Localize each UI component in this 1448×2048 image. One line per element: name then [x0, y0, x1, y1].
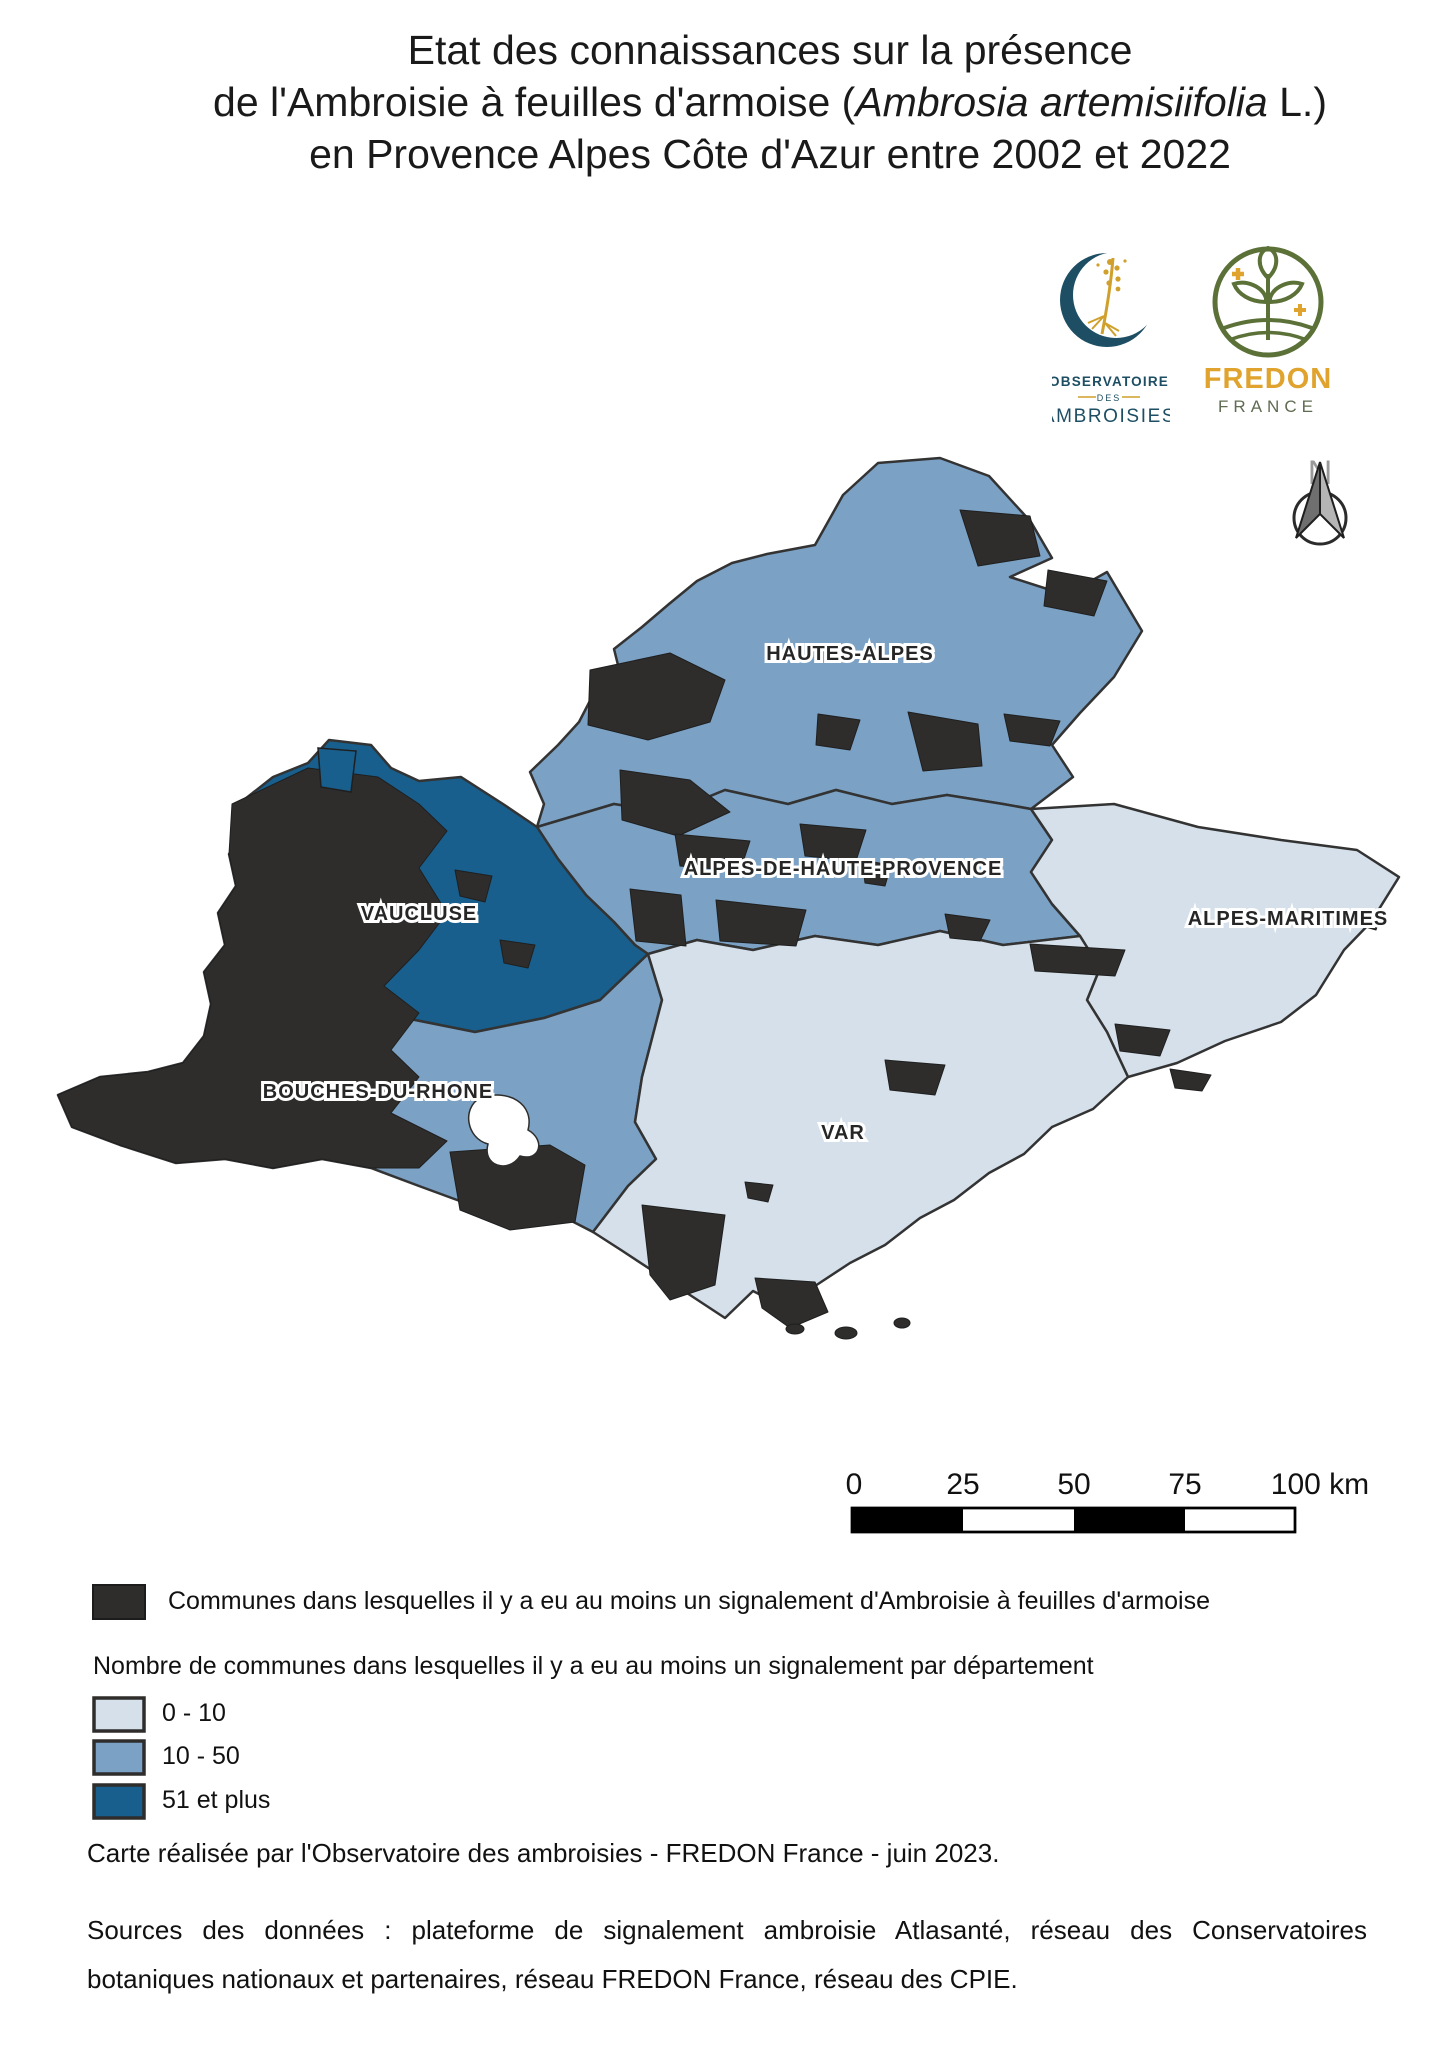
latin-name: Ambrosia artemisiifolia: [855, 79, 1268, 125]
observatoire-text-line3: AMBROISIES: [1052, 406, 1170, 427]
sources-line-1: Sources des données : plateforme de sign…: [87, 1915, 1367, 1945]
scale-tick-25: 25: [946, 1468, 979, 1501]
legend-label-0-10: 0 - 10: [162, 1699, 226, 1727]
legend-swatch-51-plus: [92, 1783, 146, 1820]
scale-tick-100km: 100 km: [1271, 1468, 1369, 1501]
title-line-1: Etat des connaissances sur la présence: [407, 27, 1133, 73]
label-alpes-de-haute-provence: ALPES-DE-HAUTE-PROVENCE: [684, 858, 1003, 880]
sources-paragraph: Sources des données : plateforme de sign…: [87, 1906, 1367, 2004]
department-alpes-maritimes: [1029, 802, 1401, 1079]
credits-line: Carte réalisée par l'Observatoire des am…: [87, 1838, 1000, 1868]
fredon-text-line1: FREDON: [1204, 363, 1332, 395]
legend-label-10-50: 10 - 50: [162, 1742, 240, 1770]
scale-tick-0: 0: [846, 1468, 863, 1501]
label-alpes-maritimes: ALPES-MARITIMES: [1188, 908, 1389, 930]
fredon-text-line2: FRANCE: [1218, 397, 1318, 416]
etang-de-berre: [467, 1094, 540, 1167]
scale-tick-50: 50: [1057, 1468, 1090, 1501]
observatoire-ambroisies-logo: OBSERVATOIRE DES AMBROISIES: [1052, 252, 1170, 427]
fredon-plant-icon: [1212, 245, 1324, 358]
paca-region-map: HAUTES-ALPES ALPES-DE-HAUTE-PROVENCE ALP…: [56, 454, 1401, 1340]
sources-line-2: botaniques nationaux et partenaires, rés…: [87, 1964, 1018, 1994]
legend-heading: Nombre de communes dans lesquelles il y …: [93, 1652, 1094, 1680]
scale-bar: 0 25 50 75 100 km: [846, 1468, 1369, 1534]
scale-tick-75: 75: [1168, 1468, 1201, 1501]
label-var: VAR: [821, 1122, 865, 1144]
legend-swatch-communes: [92, 1584, 146, 1620]
observatoire-text-line2: DES: [1097, 393, 1122, 403]
north-arrow-icon: N: [1292, 454, 1348, 546]
title-line-2: de l'Ambroisie à feuilles d'armoise (Amb…: [213, 79, 1327, 125]
label-bouches-du-rhone: BOUCHES-DU-RHONE: [263, 1081, 493, 1103]
vaucluse-enclave: [317, 747, 357, 793]
page-title: Etat des connaissances sur la présence d…: [92, 24, 1448, 180]
observatoire-text-line1: OBSERVATOIRE: [1052, 374, 1169, 389]
label-hautes-alpes: HAUTES-ALPES: [766, 643, 934, 665]
fredon-france-logo: FREDON FRANCE: [1204, 245, 1332, 416]
communes-signalement-layer: [57, 509, 1383, 1340]
title-line-3: en Provence Alpes Côte d'Azur entre 2002…: [309, 131, 1231, 177]
label-vaucluse: VAUCLUSE: [361, 903, 478, 925]
legend-label-51-plus: 51 et plus: [162, 1786, 271, 1814]
legend-swatch-10-50: [92, 1739, 146, 1776]
legend-communes-label: Communes dans lesquelles il y a eu au mo…: [168, 1587, 1211, 1615]
legend-swatch-0-10: [92, 1696, 146, 1733]
crescent-plant-icon: [1060, 252, 1159, 347]
